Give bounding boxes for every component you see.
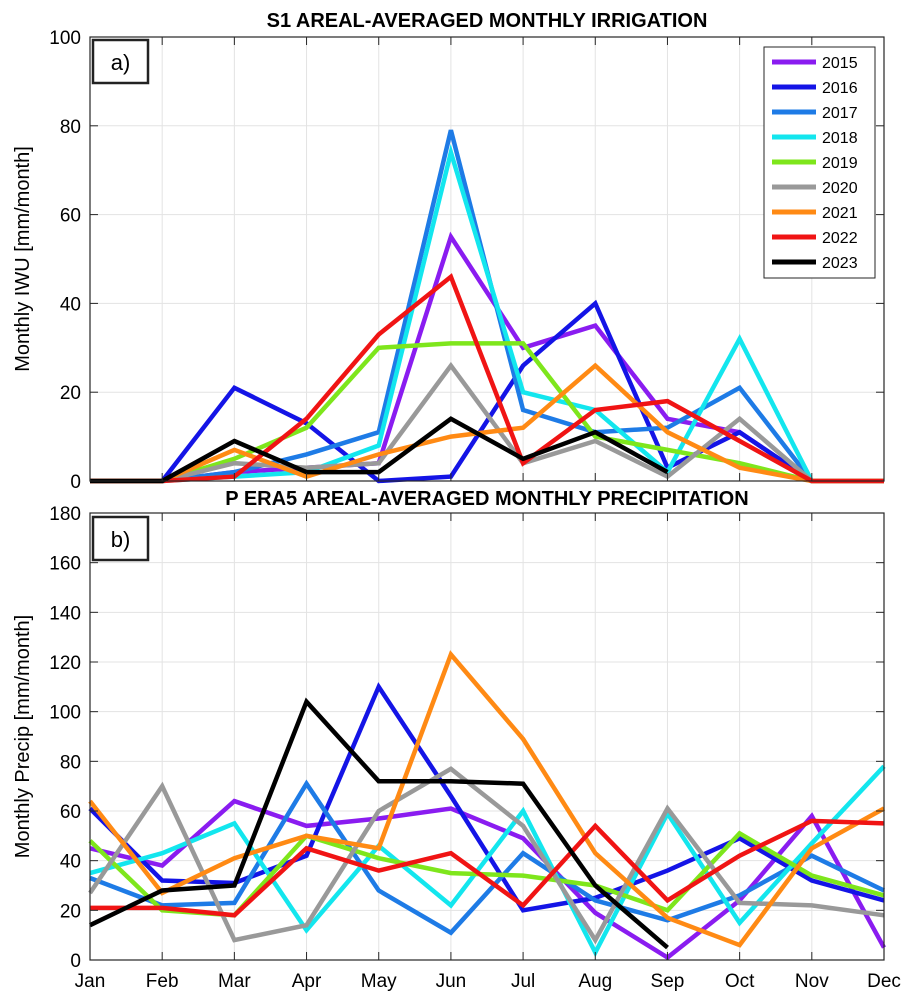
chart-panel-b: 0 20 40 60 80 100 120 140 160 180 Jan Feb Mar Apr May J…: [12, 488, 901, 992]
y-tick-label: 0: [70, 951, 81, 972]
legend-label: 2022: [822, 230, 858, 247]
x-tick-label: Jun: [436, 971, 467, 992]
y-tick-label: 140: [49, 603, 81, 624]
legend-label: 2016: [822, 80, 858, 97]
y-tick-label: 20: [60, 901, 81, 922]
panel-label-box: [91, 515, 150, 562]
series-line-2020: [90, 361, 884, 484]
series-line-2017: [89, 779, 885, 936]
x-tick-label: Jan: [75, 971, 106, 992]
series-line-2021: [88, 650, 886, 948]
series-line-2016: [88, 682, 885, 913]
panel-label: b): [111, 527, 131, 552]
series-line-2022: [90, 818, 885, 918]
y-tick-label: 80: [60, 117, 81, 138]
y-tick-label: 60: [60, 802, 81, 823]
y-tick-label: 40: [60, 294, 81, 315]
x-tick-label: Aug: [578, 971, 612, 992]
series-line-2018: [89, 764, 886, 958]
legend-label: 2021: [822, 205, 858, 222]
series-line-2021: [90, 362, 884, 484]
y-tick-label: 180: [49, 504, 81, 525]
x-tick-label: Apr: [292, 971, 322, 992]
x-tick-label: May: [361, 971, 397, 992]
x-tick-label: Dec: [867, 971, 901, 992]
y-tick-label: 80: [60, 752, 81, 773]
x-tick-label: Mar: [218, 971, 251, 992]
series-line-2016: [90, 299, 884, 484]
y-tick-label: 160: [49, 554, 81, 575]
y-axis-label: Monthly IWU [mm/month]: [12, 146, 34, 372]
legend-label: 2015: [822, 55, 858, 72]
y-axis-label: Monthly Precip [mm/month]: [12, 615, 34, 858]
x-tick-label: Feb: [146, 971, 179, 992]
y-tick-label: 0: [70, 472, 81, 493]
legend-label: 2017: [822, 105, 858, 122]
panel-label: a): [111, 50, 131, 75]
series-line-2019: [90, 341, 884, 484]
y-tick-label: 100: [49, 703, 81, 724]
y-tick-label: 60: [60, 206, 81, 227]
panel-label-box: [91, 38, 150, 85]
y-tick-label: 120: [49, 653, 81, 674]
series-line-2022: [90, 273, 884, 484]
chart-title: P ERA5 AREAL-AVERAGED MONTHLY PRECIPITAT…: [225, 488, 748, 510]
series-line-2023: [89, 697, 669, 950]
x-tick-label: Sep: [651, 971, 685, 992]
axes-box: [89, 36, 885, 482]
axes-box: [89, 512, 885, 961]
legend-label: 2018: [822, 130, 858, 147]
y-tick-label: 40: [60, 852, 81, 873]
legend-label: 2019: [822, 155, 858, 172]
legend-label: 2023: [822, 255, 858, 272]
x-tick-label: Jul: [511, 971, 535, 992]
series-line-2023: [90, 416, 669, 484]
x-tick-label: Nov: [795, 971, 829, 992]
x-tick-label: Oct: [725, 971, 755, 992]
legend-label: 2020: [822, 180, 858, 197]
chart-panel-a: 0 20 40 60 80 100 S1 AREAL-AVERAGED MONTHLY IR…: [12, 10, 885, 493]
y-tick-label: 20: [60, 383, 81, 404]
y-tick-label: 100: [49, 28, 81, 49]
chart-title: S1 AREAL-AVERAGED MONTHLY IRRIGATION: [267, 10, 708, 32]
